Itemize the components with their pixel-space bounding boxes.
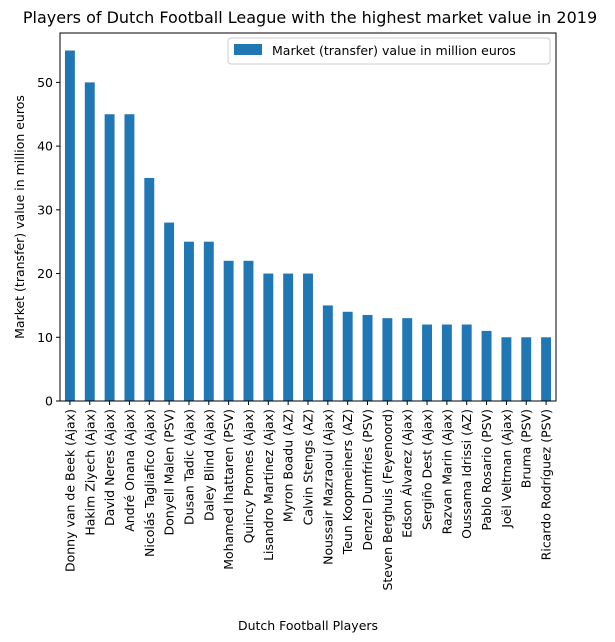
- x-tick-label: David Neres (Ajax): [102, 409, 117, 526]
- bar: [124, 114, 135, 401]
- y-tick-label: 40: [37, 139, 53, 154]
- bar: [144, 177, 155, 401]
- bar: [501, 337, 512, 401]
- x-tick-label: André Onana (Ajax): [122, 409, 137, 532]
- x-tick-label: Calvin Stengs (AZ): [301, 409, 316, 525]
- y-tick-label: 0: [45, 394, 53, 409]
- chart-title: Players of Dutch Football League with th…: [23, 8, 597, 27]
- x-tick-label: Joël Veltman (Ajax): [499, 409, 514, 529]
- x-tick-label: Daley Blind (Ajax): [201, 409, 216, 521]
- x-tick-label: Lisandro Martínez (Ajax): [261, 409, 276, 561]
- plot-frame: [59, 32, 557, 402]
- bar: [104, 114, 115, 401]
- x-tick-label: Denzel Dumfries (PSV): [360, 409, 375, 551]
- legend-frame: [227, 37, 551, 65]
- x-tick-label: Sergiño Dest (Ajax): [420, 409, 435, 530]
- bar: [184, 241, 194, 401]
- bar: [223, 260, 234, 401]
- x-tick-label: Edson Álvarez (Ajax): [400, 409, 415, 538]
- x-tick-label: Mohamed Ihattaren (PSV): [221, 409, 236, 570]
- bar: [481, 330, 492, 401]
- y-tick-label: 30: [37, 202, 53, 217]
- y-axis-ticks: 0 10 20 30 40 50: [37, 75, 60, 409]
- x-axis-label: Dutch Football Players: [238, 618, 378, 633]
- bars-layer: [64, 50, 552, 402]
- bar: [84, 82, 95, 401]
- bar: [203, 241, 214, 401]
- bar: [303, 273, 313, 401]
- bar: [263, 273, 274, 401]
- bar: [402, 318, 413, 401]
- bar: [521, 337, 532, 401]
- bar: [64, 50, 75, 402]
- bar: [422, 324, 432, 401]
- bar: [382, 318, 393, 401]
- x-tick-label: Ricardo Rodríguez (PSV): [539, 409, 554, 560]
- bar: [441, 324, 452, 401]
- x-tick-label: Donny van de Beek (Ajax): [62, 409, 77, 572]
- x-tick-label: Bruma (PSV): [519, 409, 534, 488]
- bar: [461, 324, 472, 401]
- x-tick-label: Nicolás Tagliafico (Ajax): [142, 409, 157, 557]
- x-tick-label: Myron Boadu (AZ): [281, 409, 296, 522]
- x-tick-label: Donyell Malen (PSV): [162, 409, 177, 535]
- y-tick-label: 10: [37, 330, 53, 345]
- x-tick-label: Teun Koopmeiners (AZ): [340, 409, 355, 555]
- x-tick-label: Steven Berghuis (Feyenoord): [380, 409, 395, 591]
- x-tick-label: Dusan Tadic (Ajax): [181, 409, 196, 525]
- legend-swatch: [234, 44, 262, 55]
- x-tick-label: Quincy Promes (Ajax): [241, 409, 256, 543]
- x-tick-label: Razvan Marin (Ajax): [439, 409, 454, 534]
- y-tick-label: 50: [37, 75, 53, 90]
- x-tick-label: Noussair Mazraoui (Ajax): [320, 409, 335, 565]
- legend-label: Market (transfer) value in million euros: [272, 43, 516, 58]
- y-axis-label: Market (transfer) value in million euros: [12, 95, 27, 339]
- x-axis-ticks: Donny van de Beek (Ajax) Hakim Ziyech (Aj…: [62, 401, 554, 591]
- bar: [243, 260, 254, 401]
- bar: [541, 337, 552, 401]
- x-tick-label: Pablo Rosario (PSV): [479, 409, 494, 531]
- bar: [283, 273, 294, 401]
- bar: [362, 314, 373, 401]
- bar: [164, 222, 175, 401]
- bar: [322, 305, 333, 401]
- x-tick-label: Oussama Idrissi (AZ): [459, 409, 474, 539]
- bar: [342, 311, 353, 401]
- legend: Market (transfer) value in million euros: [227, 37, 551, 65]
- y-tick-label: 20: [37, 266, 53, 281]
- x-tick-label: Hakim Ziyech (Ajax): [82, 409, 97, 536]
